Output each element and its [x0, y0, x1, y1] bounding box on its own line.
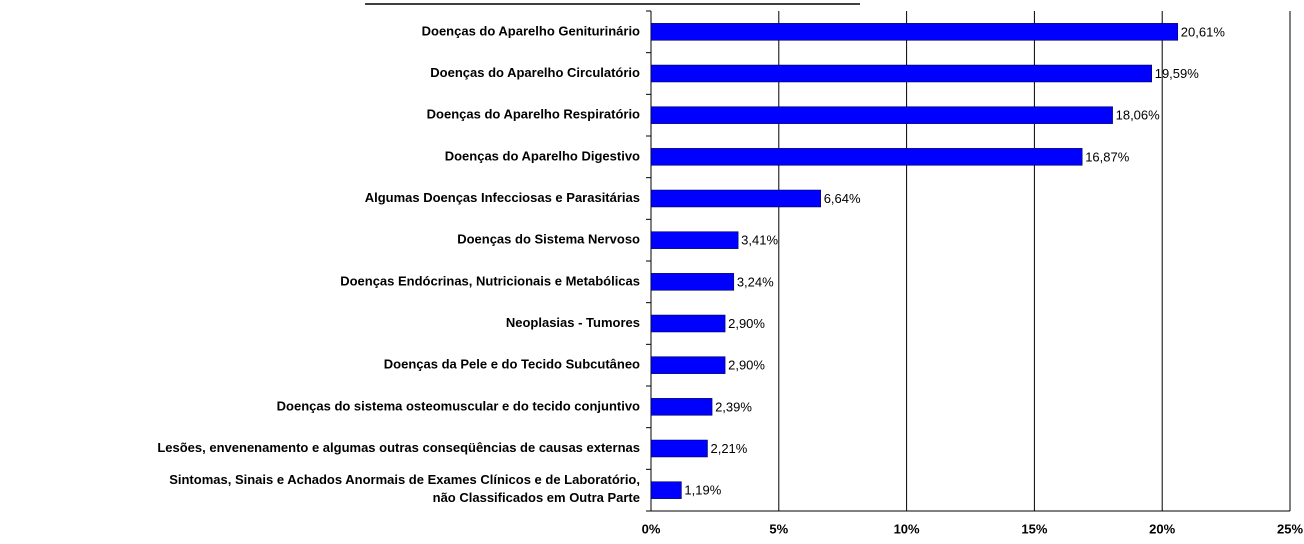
value-label: 2,90%	[728, 358, 765, 373]
bar	[650, 148, 1083, 166]
y-tick-label: Doenças do sistema osteomuscular e do te…	[277, 398, 640, 413]
value-label: 20,61%	[1181, 24, 1226, 39]
bar	[650, 23, 1179, 41]
y-tick-label: Doenças do Aparelho Circulatório	[430, 65, 640, 80]
x-tick-label: 0%	[642, 521, 661, 536]
bar	[650, 314, 726, 333]
y-tick-label: Doenças do Aparelho Digestivo	[445, 148, 640, 163]
bar	[650, 481, 682, 499]
x-tick-label: 15%	[1021, 521, 1047, 536]
y-tick-label: Doenças do Aparelho Geniturinário	[422, 23, 640, 38]
x-tick-label: 5%	[769, 521, 788, 536]
y-tick-label: Sintomas, Sinais e Achados Anormais de E…	[169, 473, 640, 506]
y-tick-label: Doenças do Aparelho Respiratório	[427, 107, 640, 122]
value-label: 6,64%	[824, 191, 861, 206]
y-tick-label: Lesões, envenenamento e algumas outras c…	[157, 440, 640, 455]
y-tick-label-line: Sintomas, Sinais e Achados Anormais de E…	[169, 473, 640, 488]
value-label: 2,21%	[710, 441, 747, 456]
value-label: 3,24%	[737, 274, 774, 289]
x-tick-label: 25%	[1277, 521, 1303, 536]
value-label: 3,41%	[741, 233, 778, 248]
bar	[650, 273, 735, 291]
y-tick-label: Neoplasias - Tumores	[506, 315, 640, 330]
x-tick-label: 20%	[1149, 521, 1175, 536]
bar	[650, 64, 1152, 83]
bar	[650, 398, 713, 416]
y-tick-label-line: não Classificados em Outra Parte	[433, 491, 640, 506]
bar	[650, 439, 708, 458]
y-tick-label: Doenças Endócrinas, Nutricionais e Metab…	[340, 273, 640, 288]
value-label: 19,59%	[1155, 66, 1200, 81]
bar	[650, 356, 726, 374]
bar	[650, 231, 739, 249]
bar	[650, 106, 1113, 124]
value-label: 2,39%	[715, 399, 752, 414]
bar	[650, 189, 821, 208]
y-tick-label: Doenças da Pele e do Tecido Subcutâneo	[384, 357, 640, 372]
value-label: 1,19%	[684, 483, 721, 498]
value-label: 16,87%	[1085, 149, 1130, 164]
y-tick-label: Algumas Doenças Infecciosas e Parasitári…	[365, 190, 640, 205]
y-tick-label: Doenças do Sistema Nervoso	[457, 232, 640, 247]
x-tick-label: 10%	[894, 521, 920, 536]
value-label: 2,90%	[728, 316, 765, 331]
value-label: 18,06%	[1116, 108, 1161, 123]
